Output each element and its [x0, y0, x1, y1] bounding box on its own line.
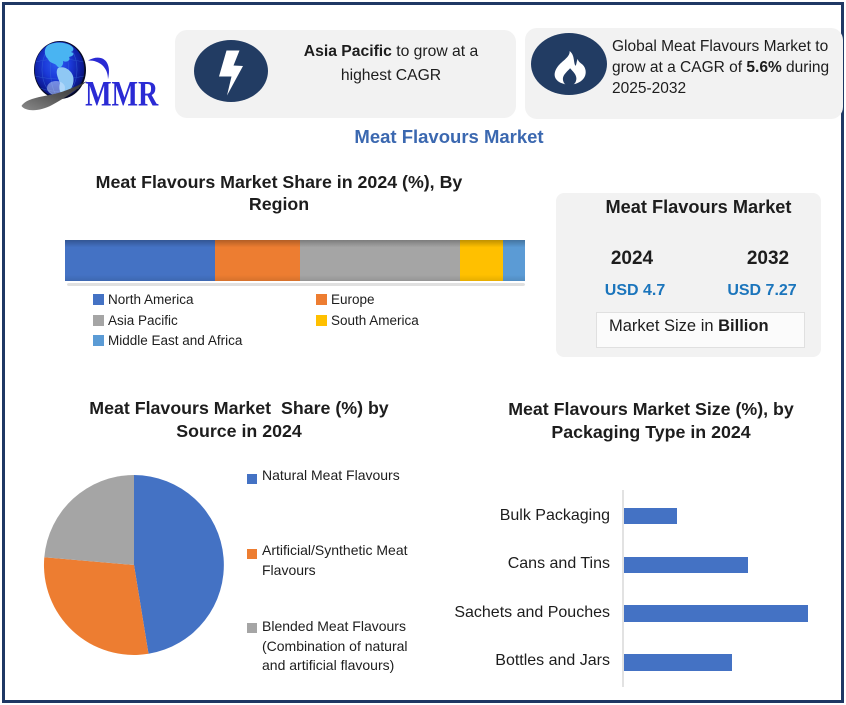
svg-text:MMR: MMR: [85, 73, 159, 113]
